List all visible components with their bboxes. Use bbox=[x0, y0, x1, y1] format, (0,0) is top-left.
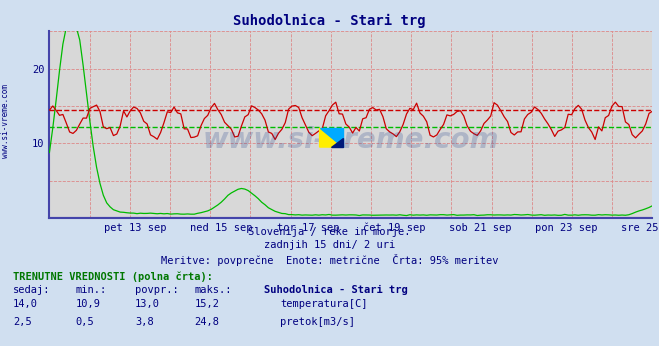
Polygon shape bbox=[320, 128, 343, 147]
Text: 13,0: 13,0 bbox=[135, 299, 160, 309]
Text: 2,5: 2,5 bbox=[13, 317, 32, 327]
Text: 0,5: 0,5 bbox=[76, 317, 94, 327]
Text: 14,0: 14,0 bbox=[13, 299, 38, 309]
Text: sedaj:: sedaj: bbox=[13, 285, 51, 295]
Text: 10,9: 10,9 bbox=[76, 299, 101, 309]
Text: 24,8: 24,8 bbox=[194, 317, 219, 327]
Text: Meritve: povprečne  Enote: metrične  Črta: 95% meritev: Meritve: povprečne Enote: metrične Črta:… bbox=[161, 254, 498, 266]
Text: povpr.:: povpr.: bbox=[135, 285, 179, 295]
Text: maks.:: maks.: bbox=[194, 285, 232, 295]
Text: www.si-vreme.com: www.si-vreme.com bbox=[1, 84, 10, 158]
Text: min.:: min.: bbox=[76, 285, 107, 295]
Text: TRENUTNE VREDNOSTI (polna črta):: TRENUTNE VREDNOSTI (polna črta): bbox=[13, 272, 213, 282]
Text: 15,2: 15,2 bbox=[194, 299, 219, 309]
Text: Suhodolnica - Stari trg: Suhodolnica - Stari trg bbox=[233, 14, 426, 28]
Text: pretok[m3/s]: pretok[m3/s] bbox=[280, 317, 355, 327]
Polygon shape bbox=[331, 138, 343, 147]
Text: Suhodolnica - Stari trg: Suhodolnica - Stari trg bbox=[264, 285, 407, 295]
Text: 3,8: 3,8 bbox=[135, 317, 154, 327]
Polygon shape bbox=[320, 128, 343, 147]
Text: temperatura[C]: temperatura[C] bbox=[280, 299, 368, 309]
Text: zadnjih 15 dni/ 2 uri: zadnjih 15 dni/ 2 uri bbox=[264, 240, 395, 251]
Text: www.si-vreme.com: www.si-vreme.com bbox=[203, 126, 499, 154]
Text: Slovenija / reke in morje.: Slovenija / reke in morje. bbox=[248, 227, 411, 237]
